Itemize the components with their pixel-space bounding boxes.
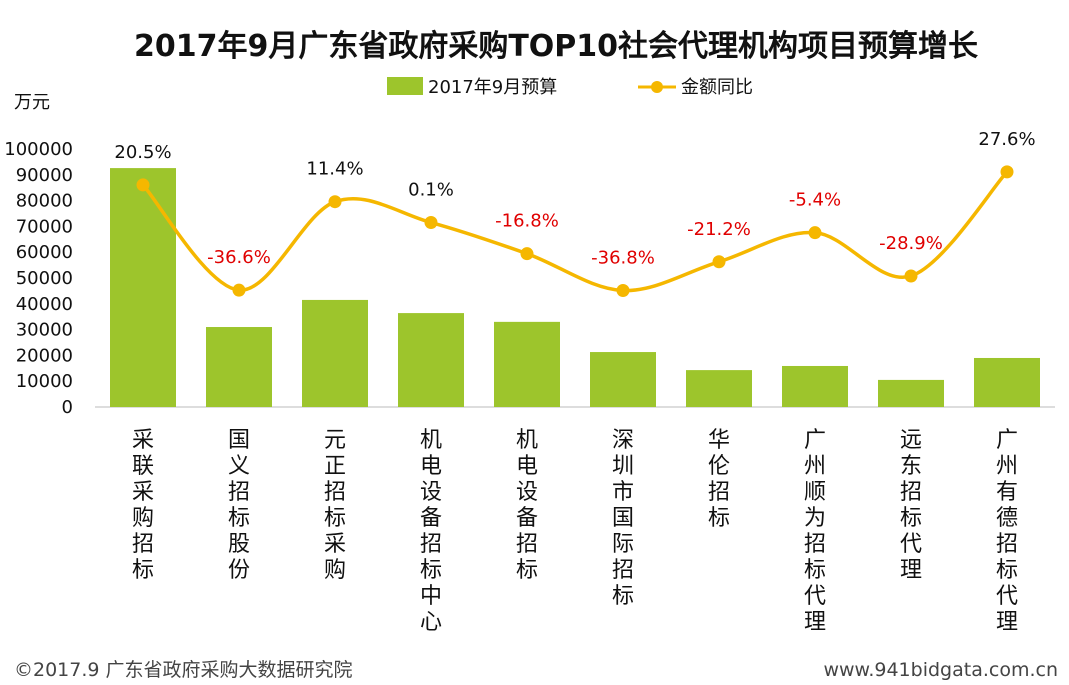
line-point xyxy=(520,247,534,261)
footer-copyright: ©2017.9 广东省政府采购大数据研究院 xyxy=(14,659,353,681)
data-label: 27.6% xyxy=(978,129,1035,150)
legend-line-label: 金额同比 xyxy=(681,77,753,98)
bar xyxy=(206,327,272,407)
x-tick-label: 采联采购招标 xyxy=(132,428,154,583)
x-tick-label: 华伦招标 xyxy=(708,428,730,531)
bar xyxy=(302,299,368,407)
line-point xyxy=(904,269,918,283)
y-tick-label: 30000 xyxy=(16,320,73,341)
x-tick-label: 机电设备招标中心 xyxy=(420,428,442,635)
yoy-line xyxy=(141,170,1009,293)
x-tick-label: 远东招标代理 xyxy=(900,428,922,583)
bar xyxy=(686,370,752,407)
line-point xyxy=(712,255,726,269)
y-tick-label: 20000 xyxy=(16,345,73,366)
data-label: -36.8% xyxy=(591,248,655,269)
x-tick-label: 元正招标采购 xyxy=(324,428,346,583)
bar xyxy=(974,357,1040,407)
bar xyxy=(878,379,944,407)
y-tick-label: 90000 xyxy=(16,165,73,186)
x-tick-label: 深圳市国际招标 xyxy=(612,428,634,609)
line-point xyxy=(1000,165,1014,179)
line-point xyxy=(232,283,246,297)
y-tick-label: 80000 xyxy=(16,191,73,212)
data-label: 20.5% xyxy=(114,142,171,163)
line-point xyxy=(136,178,150,192)
bar xyxy=(782,365,848,407)
line-point xyxy=(424,216,438,230)
x-tick-label: 广州顺为招标代理 xyxy=(804,428,826,635)
data-label: -16.8% xyxy=(495,211,559,232)
y-tick-label: 0 xyxy=(62,397,73,418)
data-label: -5.4% xyxy=(789,190,841,211)
bar xyxy=(590,352,656,407)
data-label: -36.6% xyxy=(207,247,271,268)
y-tick-label: 50000 xyxy=(16,268,73,289)
bar xyxy=(494,321,560,407)
y-tick-label: 100000 xyxy=(4,139,73,160)
footer-website[interactable]: www.941bidgata.com.cn xyxy=(823,659,1058,681)
legend-bar-swatch xyxy=(387,77,423,95)
legend: 2017年9月预算 金额同比 xyxy=(387,77,753,98)
x-tick-label: 国义招标股份 xyxy=(228,428,250,583)
y-tick-label: 60000 xyxy=(16,242,73,263)
data-label: 11.4% xyxy=(306,159,363,180)
data-label: -21.2% xyxy=(687,219,751,240)
legend-line-marker xyxy=(651,81,663,93)
line-point xyxy=(328,195,342,209)
y-tick-label: 10000 xyxy=(16,371,73,392)
data-label: -28.9% xyxy=(879,233,943,254)
bar xyxy=(398,313,464,407)
chart-title: 2017年9月广东省政府采购TOP10社会代理机构项目预算增长 xyxy=(134,29,978,64)
x-tick-label: 广州有德招标代理 xyxy=(996,428,1018,635)
y-axis-unit: 万元 xyxy=(14,92,50,113)
legend-bar-label: 2017年9月预算 xyxy=(428,77,557,98)
y-tick-label: 40000 xyxy=(16,294,73,315)
bar xyxy=(110,168,176,407)
x-tick-label: 机电设备招标 xyxy=(516,428,538,583)
y-tick-label: 70000 xyxy=(16,216,73,237)
line-point xyxy=(616,284,630,298)
data-label: 0.1% xyxy=(408,180,454,201)
line-point xyxy=(808,226,822,240)
